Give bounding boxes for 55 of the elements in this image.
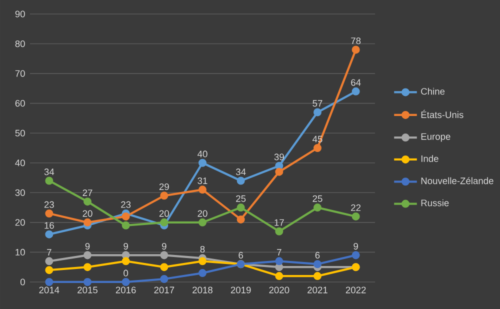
data-label: 78 — [351, 38, 361, 44]
data-label: 0 — [124, 270, 128, 276]
data-label: 7 — [277, 249, 282, 256]
y-tick-label: 90 — [15, 10, 25, 18]
y-tick-label: 50 — [15, 130, 25, 136]
data-label: 9 — [354, 242, 358, 250]
data-label: 17 — [274, 219, 284, 226]
x-tick-label: 2022 — [346, 286, 366, 294]
data-label: 23 — [44, 201, 54, 208]
data-label: 9 — [85, 242, 90, 250]
y-tick-label: 60 — [15, 100, 25, 107]
data-label: 39 — [274, 154, 284, 160]
data-label: 6 — [315, 252, 320, 259]
y-tick-label: 80 — [15, 40, 25, 48]
x-tick-label: 2019 — [230, 286, 251, 294]
data-label: 6 — [238, 252, 243, 259]
y-tick-label: 30 — [15, 189, 25, 196]
x-tick-label: 2015 — [78, 286, 98, 294]
legend-label: Europe — [421, 133, 450, 142]
x-tick-label: 2014 — [39, 286, 60, 294]
data-label: 25 — [236, 195, 246, 202]
y-tick-label: 10 — [16, 248, 25, 256]
data-label: 57 — [312, 100, 322, 107]
y-tick-label: 0 — [20, 278, 25, 286]
data-label: 34 — [236, 168, 246, 176]
data-label: 8 — [200, 246, 205, 253]
data-label: 9 — [162, 242, 166, 250]
data-label: 20 — [82, 210, 92, 217]
x-tick-label: 2018 — [192, 286, 212, 294]
data-label: 23 — [121, 201, 131, 208]
legend-label: Inde — [421, 155, 438, 162]
data-label: 9 — [124, 242, 128, 250]
x-tick-label: 2020 — [269, 286, 290, 294]
legend-label: Chine — [421, 88, 445, 95]
data-label: 31 — [198, 177, 208, 184]
legend-label: Russie — [421, 199, 449, 206]
data-label: 7 — [47, 249, 52, 256]
data-label: 20 — [159, 210, 169, 217]
x-tick-label: 2021 — [308, 286, 328, 294]
data-label: 22 — [351, 204, 361, 211]
data-label: 20 — [198, 210, 208, 217]
legend-label: États-Unis — [421, 110, 464, 118]
data-label: 25 — [312, 195, 322, 202]
data-label: 34 — [44, 168, 54, 176]
legend-label: Nouvelle-Zélande — [421, 177, 494, 184]
data-label: 40 — [198, 150, 208, 158]
data-label: 16 — [44, 222, 54, 229]
x-tick-label: 2016 — [116, 286, 136, 294]
y-tick-label: 70 — [15, 70, 25, 77]
data-label: 27 — [82, 189, 92, 196]
data-label: 64 — [351, 79, 361, 86]
x-tick-label: 2017 — [154, 286, 174, 294]
y-tick-label: 20 — [15, 219, 25, 226]
data-label: 29 — [159, 183, 169, 190]
y-tick-label: 40 — [15, 160, 25, 166]
